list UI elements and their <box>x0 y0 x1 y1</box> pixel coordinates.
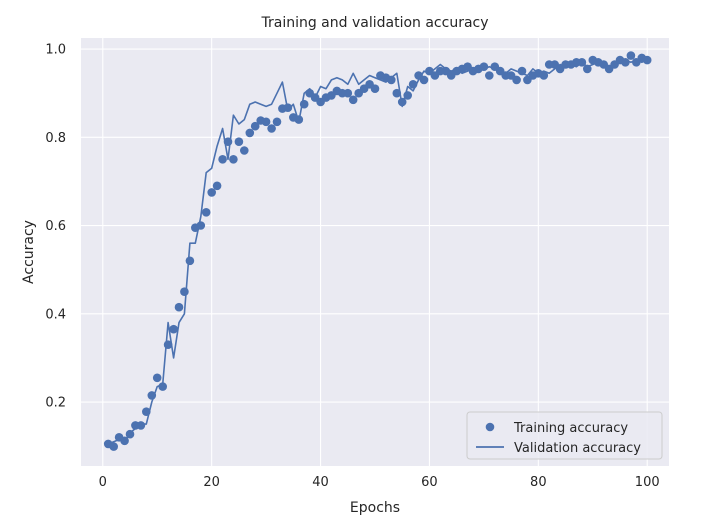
training-accuracy-point <box>348 95 358 105</box>
training-accuracy-point <box>517 66 527 76</box>
training-accuracy-point <box>577 58 587 67</box>
x-tick-label: 100 <box>635 475 660 490</box>
training-accuracy-point <box>158 382 167 391</box>
training-accuracy-point <box>229 155 238 164</box>
training-accuracy-point <box>261 117 271 127</box>
y-axis-ticks: 0.2 0.4 0.6 0.8 1.0 <box>45 43 66 411</box>
training-accuracy-point <box>299 99 309 109</box>
training-accuracy-point <box>180 287 189 297</box>
x-tick-label: 0 <box>99 475 107 490</box>
y-tick-label: 1.0 <box>45 43 66 58</box>
plot-area <box>81 38 669 466</box>
x-axis-ticks: 0 20 40 60 80 100 <box>99 475 660 490</box>
training-accuracy-point <box>245 128 255 138</box>
training-accuracy-point <box>136 421 146 430</box>
training-accuracy-point <box>419 75 429 85</box>
training-accuracy-point <box>283 103 293 112</box>
x-axis-label: Epochs <box>350 500 400 516</box>
x-tick-label: 60 <box>421 475 438 490</box>
grid-lines <box>81 38 669 466</box>
y-tick-label: 0.8 <box>45 131 66 146</box>
legend-training-marker <box>485 422 495 432</box>
training-accuracy-point <box>147 391 157 400</box>
legend-validation-label: Validation accuracy <box>514 441 641 456</box>
training-accuracy-point <box>201 208 211 217</box>
training-accuracy-point <box>392 88 402 98</box>
training-accuracy-point <box>397 97 407 107</box>
training-accuracy-point <box>403 91 413 100</box>
training-accuracy-point <box>218 155 227 164</box>
y-tick-label: 0.4 <box>45 307 66 322</box>
training-accuracy-point <box>174 302 184 312</box>
training-accuracy-point <box>163 340 173 350</box>
training-accuracy-point <box>125 429 135 439</box>
training-accuracy-point <box>109 442 118 451</box>
legend-box <box>466 411 663 460</box>
x-tick-label: 40 <box>312 475 329 490</box>
training-accuracy-point <box>196 221 206 230</box>
training-accuracy-point <box>343 88 353 98</box>
training-accuracy-point <box>169 324 178 334</box>
training-accuracy-point <box>621 58 630 67</box>
training-accuracy-point <box>185 256 195 266</box>
training-accuracy-point <box>370 84 380 93</box>
training-accuracy-point <box>512 75 521 85</box>
training-series <box>103 51 652 451</box>
training-accuracy-point <box>479 62 489 71</box>
y-tick-label: 0.6 <box>45 219 66 234</box>
training-accuracy-point <box>240 146 249 155</box>
training-accuracy-point <box>272 117 282 127</box>
training-accuracy-point <box>294 115 304 124</box>
x-tick-label: 80 <box>530 475 547 490</box>
training-accuracy-point <box>212 181 222 191</box>
training-accuracy-point <box>626 51 636 60</box>
training-accuracy-point <box>583 64 592 74</box>
training-accuracy-point <box>408 80 418 89</box>
training-accuracy-point <box>152 373 162 383</box>
training-accuracy-point <box>223 137 233 146</box>
training-accuracy-point <box>142 407 151 417</box>
y-axis-label: Accuracy <box>21 220 37 284</box>
legend-training-label: Training accuracy <box>513 421 628 436</box>
training-accuracy-point <box>485 71 494 80</box>
training-accuracy-point <box>250 121 260 131</box>
training-accuracy-point <box>267 124 276 133</box>
x-tick-label: 20 <box>203 475 220 490</box>
legend: Training accuracy Validation accuracy <box>466 411 663 460</box>
training-accuracy-point <box>387 75 396 85</box>
y-tick-label: 0.2 <box>45 396 66 411</box>
chart-title: Training and validation accuracy <box>260 15 488 31</box>
training-accuracy-point <box>642 55 652 65</box>
training-accuracy-point <box>120 436 129 446</box>
training-accuracy-point <box>539 71 549 80</box>
training-accuracy-point <box>234 137 244 146</box>
training-accuracy-point <box>207 188 216 197</box>
